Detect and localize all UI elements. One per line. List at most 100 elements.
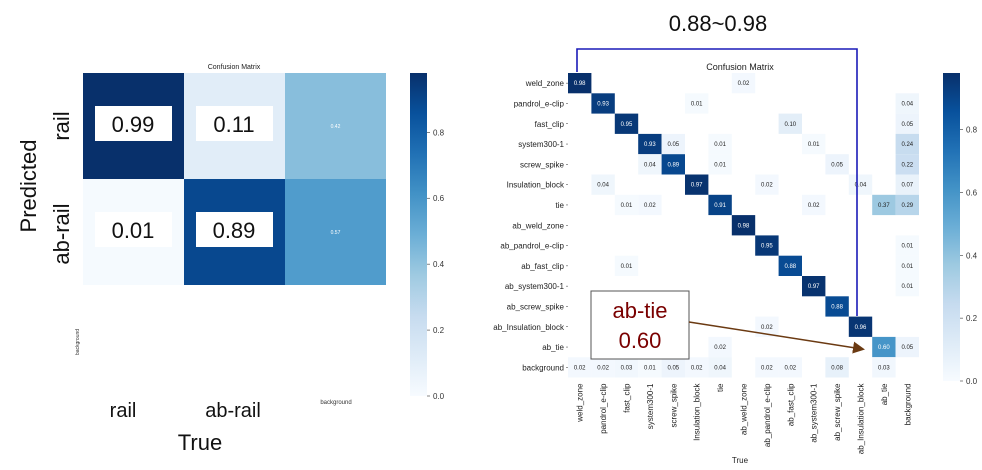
right-cell-value: 0.02 bbox=[691, 365, 703, 371]
right-cell-value: 0.89 bbox=[667, 162, 679, 168]
right-cell-value: 0.95 bbox=[621, 122, 633, 128]
right-cell bbox=[895, 194, 919, 216]
left-y-tick-label: rail bbox=[49, 111, 74, 140]
right-x-tick-label: ab_pandrol_e-clip bbox=[763, 383, 772, 447]
right-colorbar-tick-label: 0.0 bbox=[966, 377, 978, 386]
right-colorbar-tick-label: 0.6 bbox=[966, 188, 978, 197]
right-y-tick-label: ab_pandrol_e-clip bbox=[500, 242, 564, 251]
right-x-tick-label: system300-1 bbox=[646, 383, 655, 429]
right-x-tick-label: ab_weld_zone bbox=[740, 383, 749, 435]
right-cell-value: 0.04 bbox=[855, 183, 867, 189]
right-cell bbox=[661, 133, 685, 155]
right-cell bbox=[685, 357, 709, 378]
right-cell-value: 0.97 bbox=[808, 284, 820, 290]
right-cell bbox=[685, 93, 709, 114]
right-cell bbox=[731, 73, 756, 94]
right-cell bbox=[638, 357, 662, 378]
right-cell-value: 0.98 bbox=[574, 81, 586, 87]
right-cell-value: 0.02 bbox=[761, 183, 773, 189]
right-y-tick-label: background bbox=[522, 363, 564, 372]
right-cell-value: 0.02 bbox=[808, 203, 820, 209]
right-cell bbox=[708, 357, 732, 378]
right-cell bbox=[895, 336, 919, 358]
right-cell bbox=[755, 174, 779, 195]
right-cell-value: 0.01 bbox=[621, 203, 633, 209]
right-x-tick-label: ab_Insulation_block bbox=[857, 383, 866, 455]
left-y-axis-title: Predicted bbox=[16, 140, 41, 233]
right-x-tick-label: background bbox=[903, 384, 912, 426]
right-cell bbox=[638, 194, 662, 216]
right-cell bbox=[568, 357, 592, 378]
right-heatmap: weld_zone weld_zone pandrol_e-clip pandrol_… bbox=[493, 73, 978, 455]
right-cell bbox=[614, 255, 639, 276]
right-x-tick-label: tie bbox=[716, 383, 725, 392]
right-cell bbox=[755, 316, 779, 337]
right-cell bbox=[895, 235, 919, 256]
right-y-tick-label: system300-1 bbox=[518, 140, 564, 149]
right-cell bbox=[895, 276, 919, 297]
right-cell-value: 0.03 bbox=[621, 365, 633, 371]
left-callout-box bbox=[196, 106, 273, 141]
right-cell bbox=[591, 174, 615, 195]
right-cell-value: 0.24 bbox=[901, 142, 913, 148]
right-x-tick-label: ab_screw_spike bbox=[833, 383, 842, 441]
left-x-tick-label: background bbox=[320, 400, 351, 406]
right-cell-value: 0.97 bbox=[691, 183, 703, 189]
right-y-tick-label: tie bbox=[556, 201, 565, 210]
left-cell bbox=[285, 73, 386, 179]
left-callout-value: 0.11 bbox=[213, 112, 254, 137]
right-x-tick-label: weld_zone bbox=[576, 383, 585, 423]
right-x-tick-label: Insulation_block bbox=[693, 383, 702, 441]
left-x-axis-title: True bbox=[178, 430, 222, 455]
right-cell-value: 0.04 bbox=[714, 365, 726, 371]
right-y-tick-label: ab_system300-1 bbox=[505, 282, 565, 291]
right-cell-value: 0.07 bbox=[901, 183, 913, 189]
right-cell bbox=[825, 357, 849, 378]
right-cell-value: 0.01 bbox=[714, 142, 726, 148]
right-cell-value: 0.88 bbox=[831, 304, 843, 310]
right-cell-value: 0.01 bbox=[901, 284, 913, 290]
right-y-tick-label: screw_spike bbox=[520, 160, 565, 169]
right-cell bbox=[802, 276, 826, 297]
right-x-tick-label: ab_system300-1 bbox=[810, 383, 819, 443]
right-cell bbox=[638, 133, 662, 155]
right-x-tick-label: fast_clip bbox=[623, 383, 632, 413]
right-y-tick-label: weld_zone bbox=[525, 79, 565, 88]
right-cell bbox=[778, 113, 802, 134]
right-cell-value: 0.02 bbox=[574, 365, 586, 371]
right-y-tick-label: ab_weld_zone bbox=[512, 221, 564, 230]
right-cell-value: 0.01 bbox=[714, 162, 726, 168]
left-colorbar-tick-label: 0.8 bbox=[433, 128, 445, 137]
left-x-tick-label: ab-rail bbox=[205, 400, 261, 422]
right-cell-value: 0.01 bbox=[644, 365, 656, 371]
right-cell bbox=[755, 235, 779, 256]
right-cell bbox=[895, 255, 919, 276]
right-cell-value: 0.98 bbox=[738, 223, 750, 229]
right-cell bbox=[825, 154, 849, 175]
callout-label: ab-tie bbox=[612, 298, 667, 323]
right-colorbar-tick-label: 0.4 bbox=[966, 251, 978, 260]
right-colorbar-tick-label: 0.8 bbox=[966, 126, 978, 135]
left-chart-title: Confusion Matrix bbox=[208, 64, 261, 71]
range-annotation: 0.88~0.98 bbox=[669, 11, 767, 36]
right-cell bbox=[591, 93, 615, 114]
right-cell-value: 0.01 bbox=[901, 264, 913, 270]
right-cell-value: 0.01 bbox=[808, 142, 820, 148]
right-cell bbox=[872, 357, 896, 378]
right-y-tick-label: ab_screw_spike bbox=[507, 302, 565, 311]
left-callout-value: 0.01 bbox=[112, 218, 155, 243]
left-callout-value: 0.99 bbox=[112, 112, 155, 137]
right-cell bbox=[614, 194, 639, 216]
right-cell-value: 0.05 bbox=[667, 365, 679, 371]
right-cell bbox=[708, 154, 732, 175]
right-y-tick-label: ab_fast_clip bbox=[521, 262, 564, 271]
callout-box bbox=[590, 290, 690, 360]
right-cell bbox=[661, 357, 685, 378]
callout-value: 0.60 bbox=[619, 328, 662, 353]
right-cell-value: 0.04 bbox=[644, 162, 656, 168]
range-bracket bbox=[576, 48, 858, 316]
right-cell bbox=[895, 154, 919, 175]
right-cell-value: 0.02 bbox=[714, 345, 726, 351]
right-cell-value: 0.03 bbox=[878, 365, 890, 371]
